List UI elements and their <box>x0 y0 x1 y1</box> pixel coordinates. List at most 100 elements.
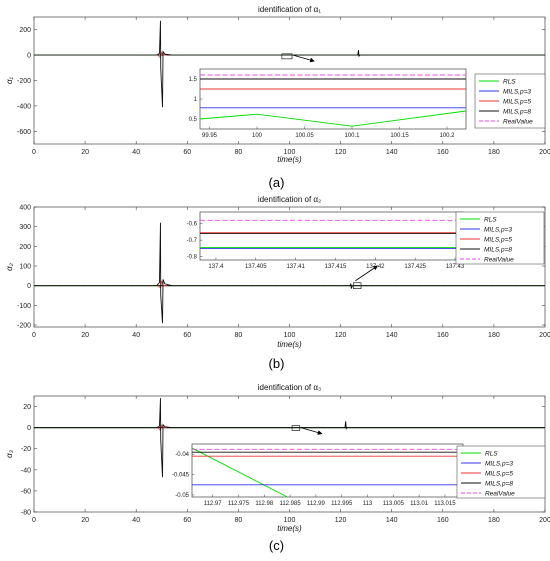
inset-plot-area <box>199 211 464 261</box>
inset-x-tick-label: 100.1 <box>344 133 360 139</box>
panel-label: (a) <box>269 175 285 190</box>
legend-label: MILS,p=5 <box>503 98 531 105</box>
inset-x-tick-label: 137.4 <box>208 264 224 270</box>
transient-trace <box>157 424 167 431</box>
inset-plot-area <box>199 68 467 130</box>
inset-x-tick-label: 112.975 <box>228 501 250 507</box>
inset-plot-area <box>191 443 464 498</box>
y-tick-label: 20 <box>23 404 31 411</box>
zoom-arrow <box>292 54 315 63</box>
legend-label: RLS <box>503 78 516 85</box>
legend-label: RLS <box>485 450 498 457</box>
x-axis-label: time(s) <box>277 524 302 533</box>
inset-x-tick-label: 137.415 <box>325 264 347 270</box>
legend-label: RLS <box>484 216 497 223</box>
legend-box <box>455 211 545 265</box>
x-tick-label: 40 <box>132 332 140 339</box>
inset-x-tick-label: 100 <box>252 133 263 139</box>
legend-label: MILS,p=5 <box>485 470 513 477</box>
y-tick-label: -60 <box>21 488 31 495</box>
zoom-box <box>281 53 293 60</box>
y-tick-label: 0 <box>27 283 31 290</box>
x-tick-label: 120 <box>335 332 347 339</box>
legend-label: MILS,p=8 <box>485 480 513 487</box>
x-tick-label: 160 <box>437 517 449 524</box>
transient-trace <box>156 398 173 478</box>
transient-trace <box>156 20 173 108</box>
inset-x-tick-label: 112.98 <box>255 501 274 507</box>
panel-label: (c) <box>269 538 284 553</box>
inset-y-tick-label: 1 <box>194 97 198 103</box>
chart-title: identification of α₂ <box>258 195 321 204</box>
chart-title: identification of α₃ <box>258 383 321 392</box>
zoom-inset: 99.95 100 100.05 100.1 100.15 100.2 0.5 1 1.5 <box>189 68 467 139</box>
x-tick-label: 20 <box>81 149 89 156</box>
y-axis-label: α₃ <box>5 450 14 458</box>
x-tick-label: 120 <box>335 517 347 524</box>
y-tick-label: -400 <box>17 103 31 110</box>
y-tick-label: -600 <box>17 129 31 136</box>
inset-x-tick-label: 137.43 <box>446 264 465 270</box>
legend-box <box>456 445 546 499</box>
x-tick-label: 80 <box>235 517 243 524</box>
x-tick-label: 60 <box>183 149 191 156</box>
inset-x-tick-label: 137.42 <box>366 264 385 270</box>
y-tick-label: 200 <box>19 27 31 34</box>
inset-x-tick-label: 112.995 <box>331 501 353 507</box>
y-axis-label: α₂ <box>5 263 14 271</box>
x-tick-label: 160 <box>437 332 449 339</box>
x-tick-label: 120 <box>335 149 347 156</box>
inset-x-tick-label: 112.985 <box>279 501 301 507</box>
x-tick-label: 180 <box>488 149 500 156</box>
legend-label: MILS,p=3 <box>484 226 512 233</box>
x-tick-label: 140 <box>386 517 398 524</box>
inset-x-tick-label: 137.405 <box>245 264 267 270</box>
inset-x-tick-label: 100.05 <box>295 133 314 139</box>
x-tick-label: 200 <box>539 149 550 156</box>
inset-y-tick-label: -0.8 <box>187 255 198 261</box>
inset-y-tick-label: -0.7 <box>187 238 198 244</box>
x-tick-label: 100 <box>284 332 296 339</box>
y-tick-label: 400 <box>19 205 31 212</box>
inset-x-tick-label: 113 <box>363 501 373 507</box>
inset-y-tick-label: -0.04 <box>175 452 189 458</box>
y-tick-label: -40 <box>21 467 31 474</box>
inset-x-tick-label: 112.97 <box>204 501 223 507</box>
y-tick-label: -100 <box>17 303 31 310</box>
inset-x-tick-label: 113.01 <box>410 501 429 507</box>
zoom-box <box>353 282 362 289</box>
y-tick-label: 200 <box>19 244 31 251</box>
chart-title: identification of α₁ <box>258 5 321 14</box>
legend: RLS MILS,p=3 MILS,p=5 MILS,p=8 RealValue <box>455 211 545 265</box>
panel-3: identification of α₃ 0 20 40 60 80 100 120 140 16… <box>5 383 550 553</box>
x-tick-label: 100 <box>284 149 296 156</box>
x-tick-label: 180 <box>488 332 500 339</box>
x-tick-label: 180 <box>488 517 500 524</box>
x-tick-label: 200 <box>539 332 550 339</box>
zoom-arrow <box>300 427 323 435</box>
zoom-inset: 112.97 112.975 112.98 112.985 112.99 112.995 1… <box>172 443 464 507</box>
x-tick-label: 200 <box>539 517 550 524</box>
inset-x-tick-label: 99.95 <box>202 133 218 139</box>
inset-x-tick-label: 113.015 <box>434 501 456 507</box>
x-tick-label: 80 <box>235 332 243 339</box>
y-tick-label: -200 <box>17 78 31 85</box>
zoom-arrow <box>355 265 379 282</box>
legend-label: MILS,p=3 <box>503 88 531 95</box>
x-tick-label: 20 <box>81 517 89 524</box>
inset-y-tick-label: 0.5 <box>189 117 198 123</box>
inset-x-tick-label: 100.2 <box>439 133 455 139</box>
x-tick-label: 20 <box>81 332 89 339</box>
y-tick-label: 100 <box>19 264 31 271</box>
legend-label: MILS,p=5 <box>484 236 512 243</box>
glitch-trace <box>357 49 361 58</box>
x-tick-label: 100 <box>284 517 296 524</box>
inset-y-tick-label: -0.045 <box>172 473 190 479</box>
x-tick-label: 0 <box>32 149 36 156</box>
panel-1: identification of α₁ 0 20 40 60 80 100 120 140 16… <box>5 5 550 190</box>
y-axis-label: α₁ <box>5 76 14 84</box>
inset-y-tick-label: -0.6 <box>187 222 198 228</box>
legend: RLS MILS,p=3 MILS,p=5 MILS,p=8 RealValue <box>456 445 546 499</box>
transient-trace <box>157 280 167 289</box>
